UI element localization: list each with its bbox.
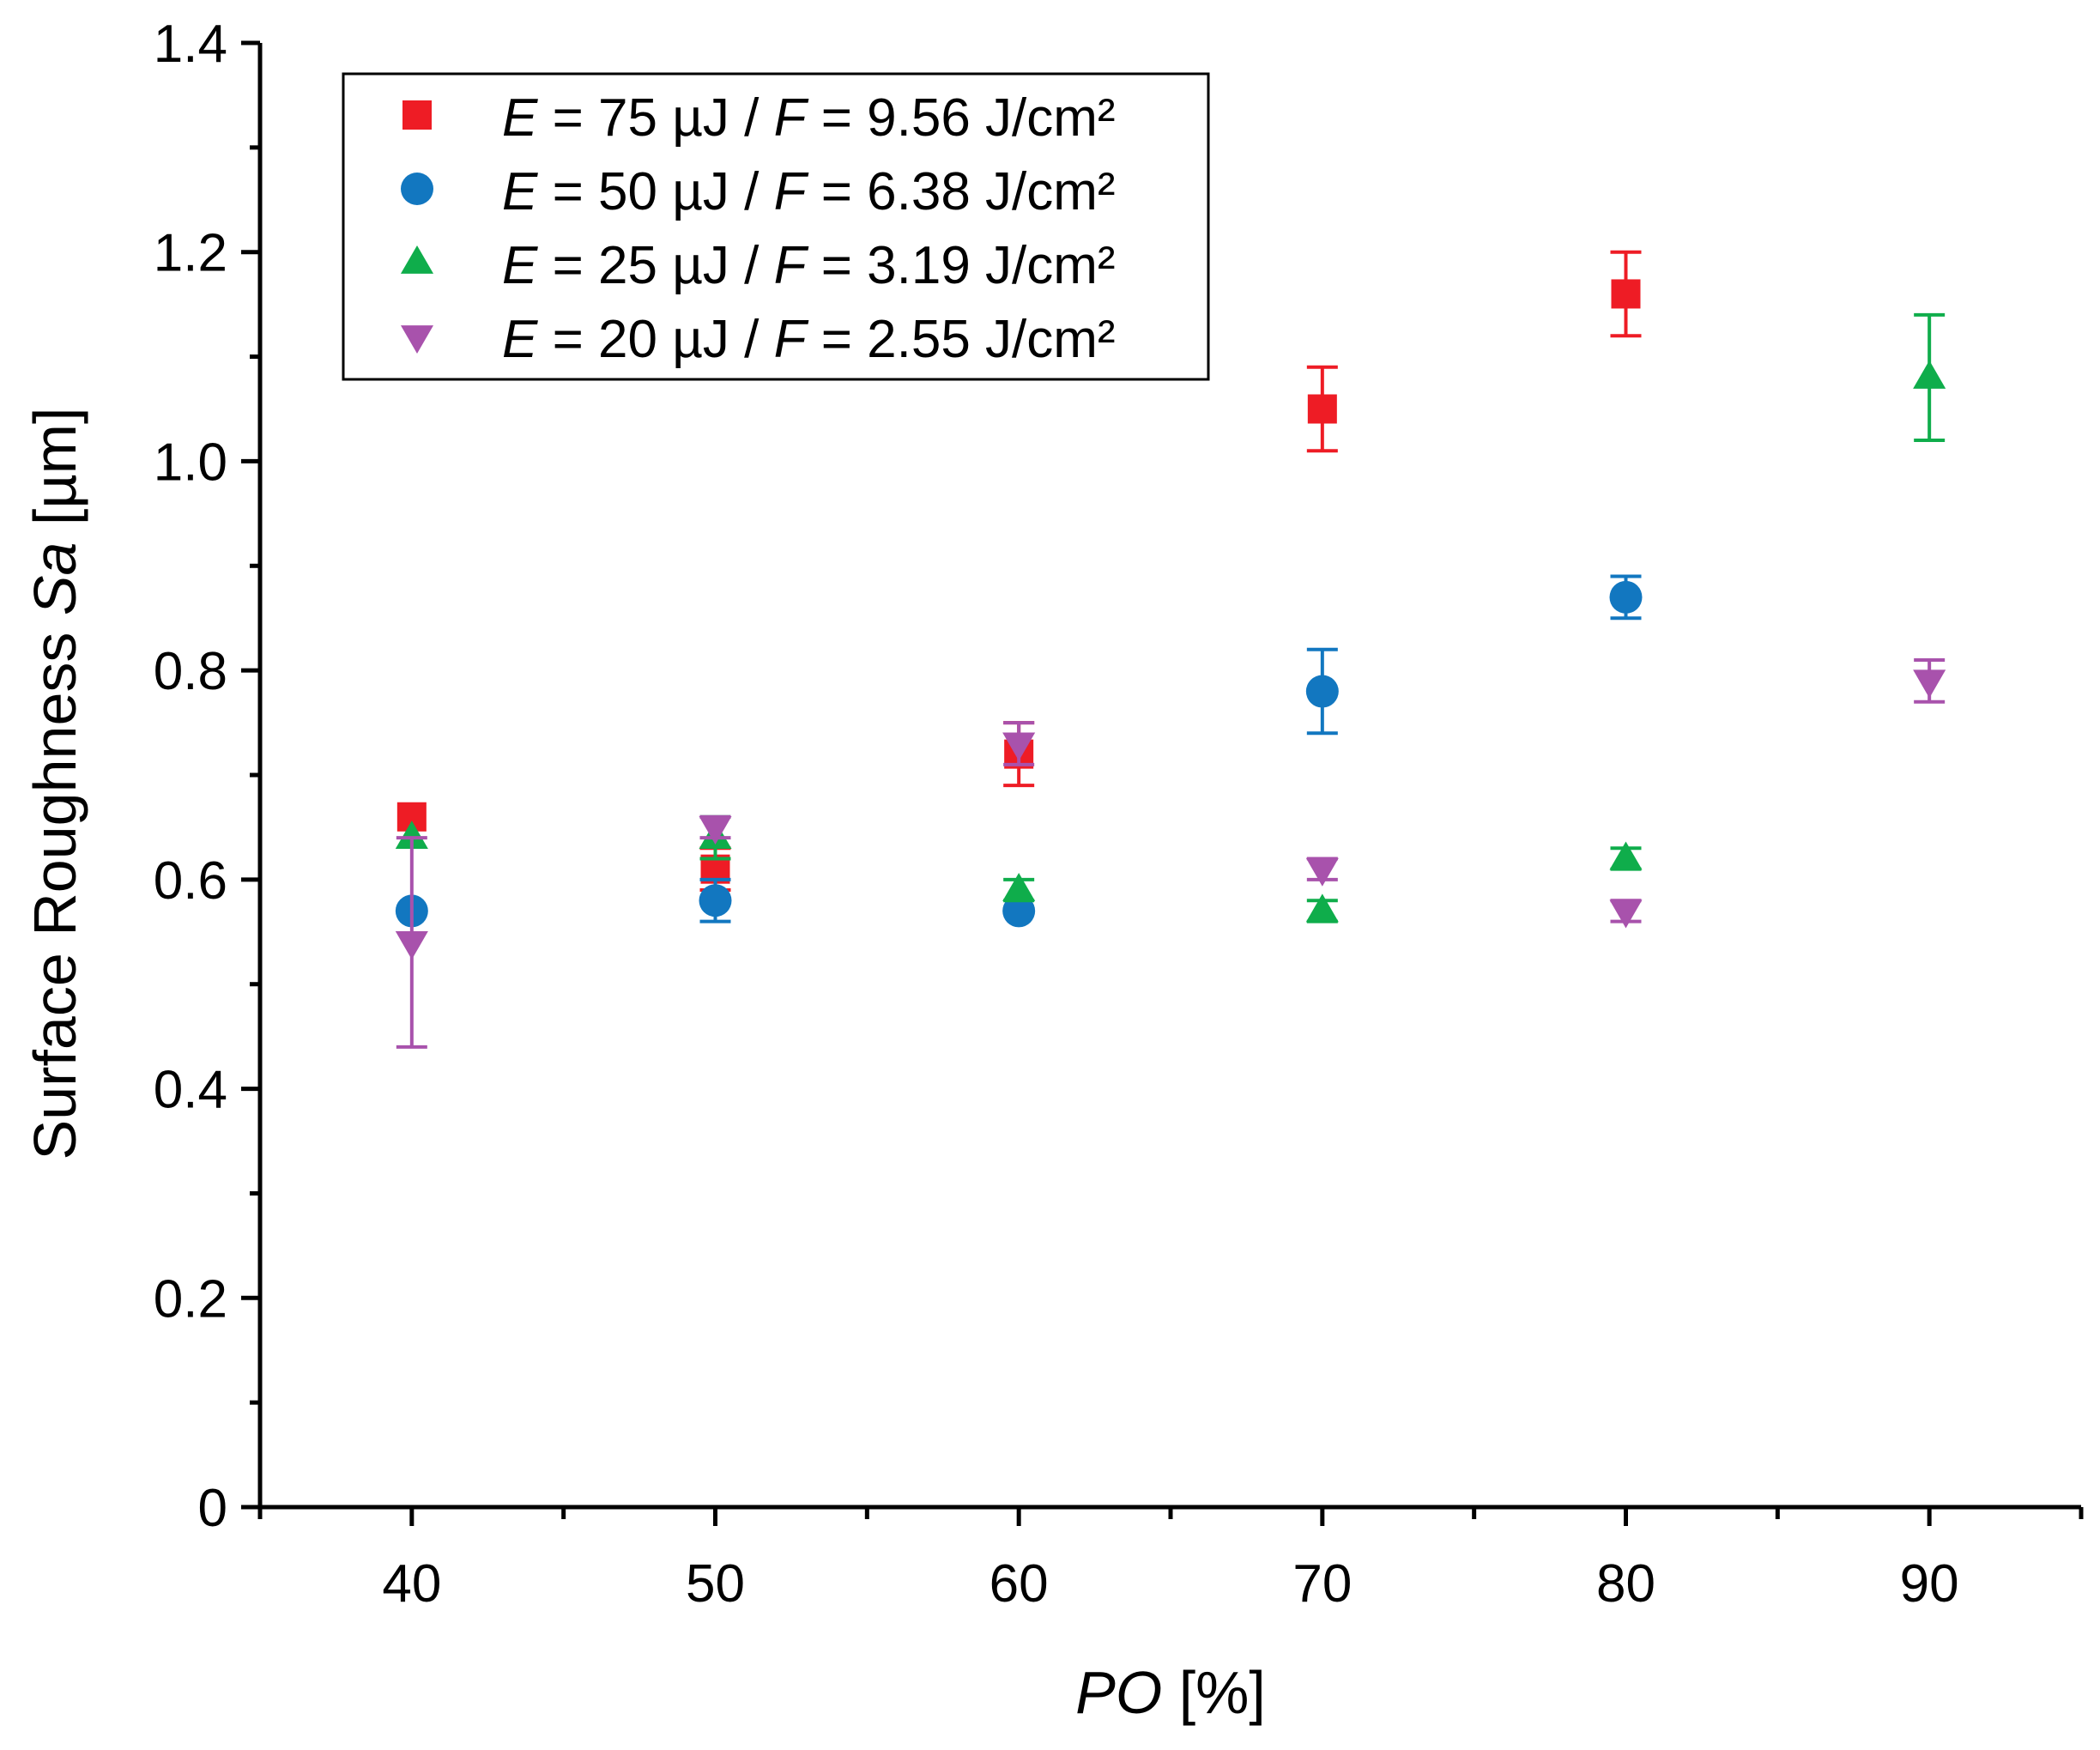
data-point [395,821,428,850]
x-tick-label: 50 [686,1554,745,1614]
legend-marker [402,100,432,130]
x-tick-label: 40 [382,1554,441,1614]
legend-label: E = 50 µJ / F = 6.38 J/cm² [502,162,1116,221]
legend: E = 75 µJ / F = 9.56 J/cm² E = 50 µJ / F … [342,72,1210,381]
y-tick-label: 1.4 [154,15,227,74]
y-axis-title: Surface Roughness Sa [µm] [21,408,88,1160]
data-point [1305,893,1339,923]
data-point [1913,669,1946,699]
data-point [1305,675,1339,708]
legend-marker [400,325,434,354]
ticks: 0 0.2 0.4 0.6 0.8 1.0 1.2 1.4 40 50 60 70 80 90 [154,15,2084,1614]
x-tick-label: 90 [1900,1554,1959,1614]
series-1 [396,250,1642,893]
data-point [1002,894,1036,928]
x-axis-title: PO [%] [1075,1659,1266,1726]
data-point [1609,841,1643,870]
data-series [395,250,1946,1049]
data-point [1609,899,1643,929]
legend-marker [401,173,433,205]
y-tick-label: 0.2 [154,1269,227,1329]
y-tick-label: 1.2 [154,224,227,283]
x-tick-label: 70 [1292,1554,1352,1614]
data-point [1002,873,1036,901]
legend-box [342,72,1210,381]
data-point [1305,857,1339,887]
data-point [395,931,428,960]
legend-marker [400,245,434,274]
legend-label: E = 75 µJ / F = 9.56 J/cm² [502,88,1116,148]
x-tick-label: 80 [1596,1554,1655,1614]
x-tick-label: 60 [989,1554,1049,1614]
y-tick-label: 0 [198,1479,227,1538]
data-point [1913,360,1946,389]
data-point [699,884,732,917]
data-point [1609,580,1643,614]
data-point [1611,279,1641,309]
y-tick-label: 0.8 [154,642,227,701]
series-3 [395,312,1946,923]
data-point [699,816,732,845]
axis-titles: PO [%] Surface Roughness Sa [µm] [21,408,1266,1726]
series-4 [395,657,1946,1049]
data-point [1002,732,1036,761]
y-tick-label: 0.6 [154,851,227,911]
y-tick-label: 1.0 [154,433,227,492]
legend-label: E = 20 µJ / F = 2.55 J/cm² [502,310,1116,369]
y-tick-label: 0.4 [154,1061,227,1120]
data-point [1307,394,1337,424]
legend-label: E = 25 µJ / F = 3.19 J/cm² [502,236,1116,295]
